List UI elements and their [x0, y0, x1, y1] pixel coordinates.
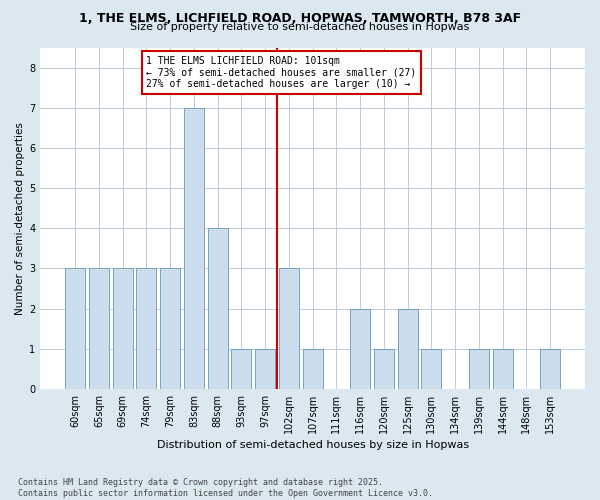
Bar	[255, 348, 275, 389]
Bar	[469, 348, 489, 389]
Bar	[493, 348, 513, 389]
Bar	[65, 268, 85, 389]
Bar	[113, 268, 133, 389]
Bar	[279, 268, 299, 389]
Bar	[89, 268, 109, 389]
Text: 1 THE ELMS LICHFIELD ROAD: 101sqm
← 73% of semi-detached houses are smaller (27): 1 THE ELMS LICHFIELD ROAD: 101sqm ← 73% …	[146, 56, 416, 88]
Bar	[350, 308, 370, 389]
Text: Contains HM Land Registry data © Crown copyright and database right 2025.
Contai: Contains HM Land Registry data © Crown c…	[18, 478, 433, 498]
X-axis label: Distribution of semi-detached houses by size in Hopwas: Distribution of semi-detached houses by …	[157, 440, 469, 450]
Bar	[302, 348, 323, 389]
Bar	[184, 108, 204, 389]
Text: Size of property relative to semi-detached houses in Hopwas: Size of property relative to semi-detach…	[130, 22, 470, 32]
Bar	[208, 228, 228, 389]
Bar	[540, 348, 560, 389]
Bar	[136, 268, 157, 389]
Bar	[374, 348, 394, 389]
Bar	[160, 268, 180, 389]
Y-axis label: Number of semi-detached properties: Number of semi-detached properties	[15, 122, 25, 314]
Text: 1, THE ELMS, LICHFIELD ROAD, HOPWAS, TAMWORTH, B78 3AF: 1, THE ELMS, LICHFIELD ROAD, HOPWAS, TAM…	[79, 12, 521, 26]
Bar	[398, 308, 418, 389]
Bar	[231, 348, 251, 389]
Bar	[421, 348, 442, 389]
